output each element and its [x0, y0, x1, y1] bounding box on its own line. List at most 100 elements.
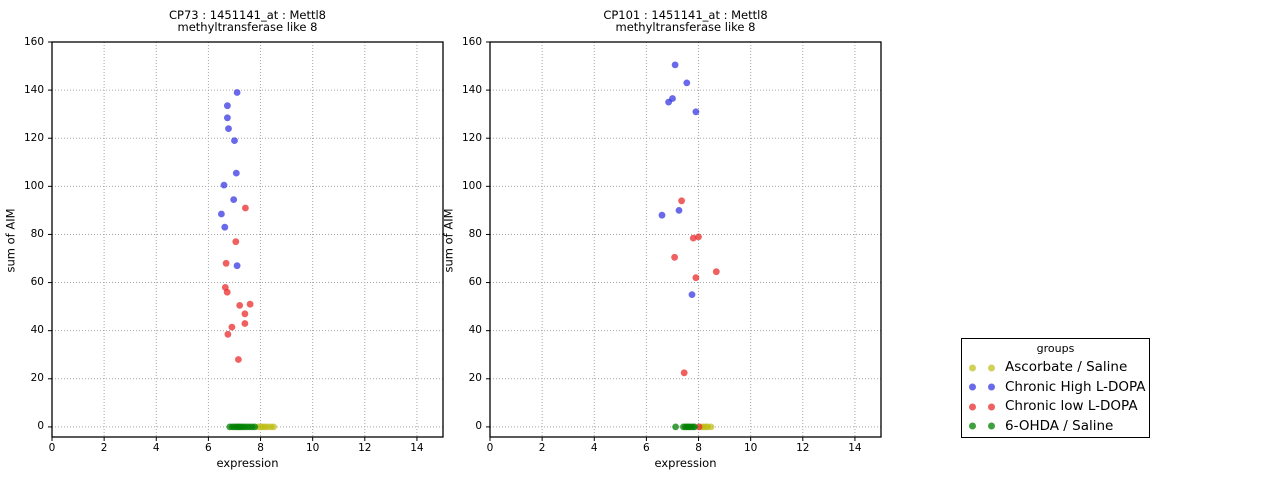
x-tick-label: 14 — [848, 442, 862, 454]
plot-title-cp101: CP101 : 1451141_at : Mettl8 methyltransf… — [490, 8, 881, 34]
plot-frame — [489, 41, 882, 438]
x-tick-label: 12 — [358, 442, 372, 454]
x-tick-label: 4 — [590, 442, 598, 454]
data-point — [680, 369, 688, 377]
x-tick-label: 10 — [305, 442, 320, 454]
data-point — [665, 98, 672, 106]
data-point — [251, 423, 259, 431]
y-tick-label: 20 — [30, 372, 44, 385]
x-tick-label: 14 — [410, 442, 424, 454]
y-axis-label: sum of AIM — [3, 208, 18, 273]
y-tick-label: 0 — [37, 420, 44, 433]
data-point — [683, 79, 691, 87]
x-tick-label: 12 — [796, 442, 810, 454]
legend-groups: groups Ascorbate / Saline Chronic High L… — [961, 338, 1150, 438]
legend-marker-icon — [988, 422, 995, 430]
x-tick-label: 10 — [743, 442, 758, 454]
data-point — [692, 108, 700, 116]
y-tick-label: 120 — [461, 131, 482, 144]
data-point — [712, 268, 720, 276]
legend-rows: Ascorbate / Saline Chronic High L-DOPA C… — [962, 358, 1149, 436]
legend-marker-icon — [969, 383, 976, 391]
data-point — [232, 169, 240, 177]
data-point — [241, 320, 249, 327]
plot-frame — [51, 41, 444, 438]
data-point — [692, 274, 700, 282]
y-tick-label: 40 — [468, 324, 482, 337]
y-tick-label: 140 — [23, 83, 44, 96]
data-point — [221, 223, 229, 231]
y-tick-label: 0 — [475, 420, 482, 433]
y-tick-label: 120 — [23, 131, 44, 144]
x-tick-label: 8 — [257, 442, 264, 454]
plot-title-line2: methyltransferase like 8 — [615, 19, 756, 34]
data-point — [241, 310, 249, 318]
data-point — [658, 211, 666, 219]
data-point — [242, 204, 249, 212]
legend-item-label: 6-OHDA / Saline — [1005, 417, 1114, 434]
data-point — [678, 197, 685, 205]
x-axis-label: expression — [216, 456, 279, 470]
y-tick-label: 100 — [23, 179, 44, 192]
y-tick-label: 160 — [23, 35, 44, 48]
data-point — [235, 356, 242, 363]
y-tick-label: 100 — [461, 179, 482, 192]
plot-title-line2: methyltransferase like 8 — [177, 19, 318, 34]
y-tick-label: 160 — [461, 35, 482, 48]
data-point — [695, 233, 702, 241]
data-point — [707, 423, 715, 431]
x-tick-label: 2 — [538, 442, 546, 454]
legend-item-label: Chronic High L-DOPA — [1005, 378, 1146, 395]
data-point — [246, 300, 254, 308]
data-point — [671, 253, 678, 261]
x-axis-label: expression — [654, 456, 717, 470]
data-point — [672, 423, 679, 431]
y-tick-label: 140 — [461, 83, 482, 96]
data-point — [225, 125, 232, 132]
data-point — [222, 259, 230, 267]
data-point — [270, 423, 277, 431]
data-point — [224, 330, 232, 338]
data-point — [224, 114, 231, 122]
legend-item-6ohda-saline: 6-OHDA / Saline — [962, 417, 1149, 437]
legend-item-chronic-low-ldopa: Chronic low L-DOPA — [962, 397, 1149, 417]
y-tick-label: 60 — [468, 276, 482, 289]
data-point — [689, 234, 697, 242]
x-tick-label: 4 — [152, 442, 160, 454]
legend-item-label: Ascorbate / Saline — [1005, 359, 1128, 375]
y-tick-label: 20 — [468, 372, 482, 385]
x-tick-label: 6 — [643, 442, 650, 454]
legend-marker-icon — [969, 422, 976, 430]
data-point — [236, 302, 244, 309]
data-point — [232, 238, 240, 246]
scatter-plot-cp101 — [486, 41, 882, 441]
plot-title-line1: CP73 : 1451141_at : Mettl8 — [168, 8, 327, 22]
y-tick-label: 60 — [30, 276, 44, 289]
y-axis-label: sum of AIM — [441, 208, 456, 273]
data-point — [228, 323, 236, 331]
legend-marker-icon — [988, 403, 995, 411]
y-tick-label: 80 — [468, 227, 482, 240]
x-tick-label: 0 — [48, 442, 56, 454]
data-point — [691, 423, 698, 431]
plot-title-cp73: CP73 : 1451141_at : Mettl8 methyltransfe… — [52, 8, 443, 34]
data-point — [223, 288, 231, 296]
y-tick-label: 40 — [30, 324, 44, 337]
data-point — [675, 207, 683, 214]
x-tick-label: 0 — [486, 442, 494, 454]
data-point — [224, 102, 231, 110]
legend-marker-icon — [969, 364, 976, 372]
data-point — [230, 196, 238, 204]
legend-item-chronic-high-ldopa: Chronic High L-DOPA — [962, 378, 1149, 398]
data-point — [220, 181, 228, 189]
x-tick-label: 8 — [695, 442, 702, 454]
x-tick-label: 2 — [100, 442, 108, 454]
y-tick-label: 80 — [30, 227, 44, 240]
data-point — [688, 291, 696, 298]
legend-marker-icon — [969, 403, 976, 411]
legend-marker-icon — [988, 383, 995, 391]
legend-title: groups — [1036, 342, 1075, 355]
plot-title-line1: CP101 : 1451141_at : Mettl8 — [603, 8, 768, 22]
data-point — [218, 210, 225, 218]
